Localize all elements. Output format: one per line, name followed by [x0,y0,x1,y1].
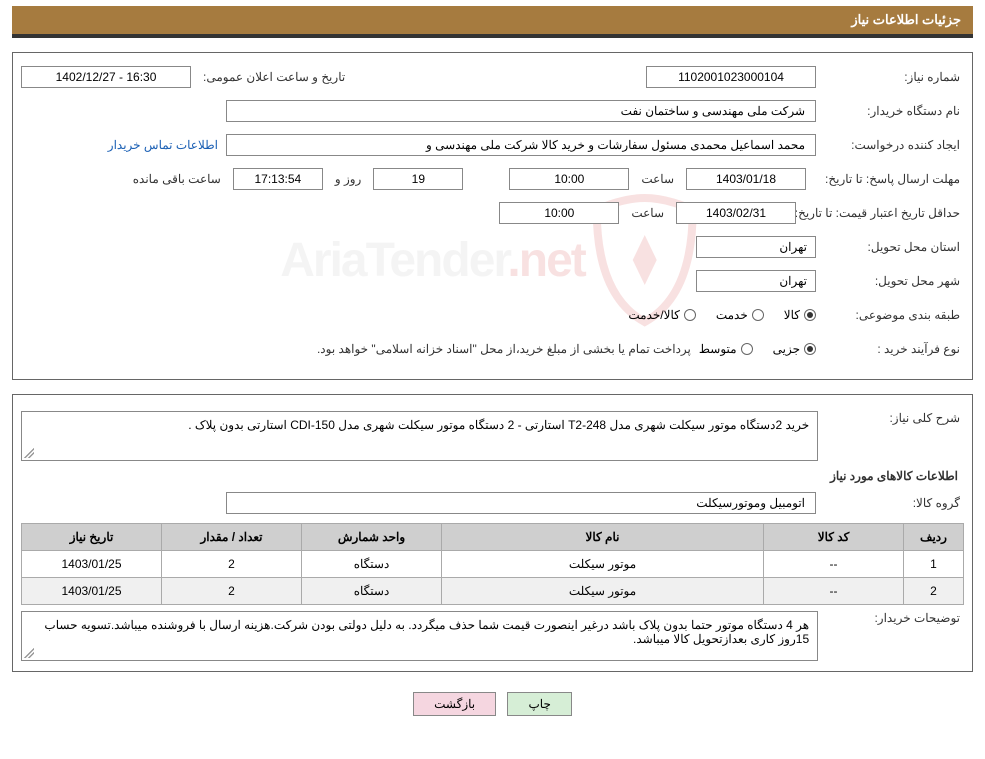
cell-name: موتور سیکلت [442,578,764,605]
delivery-city-label: شهر محل تحویل: [824,274,964,288]
buyer-org-field: شرکت ملی مهندسی و ساختمان نفت [226,100,816,122]
radio-kala[interactable]: کالا [784,308,816,322]
cell-date: 1403/01/25 [22,551,162,578]
summary-label: شرح کلی نیاز: [826,411,964,425]
cell-unit: دستگاه [302,551,442,578]
reply-deadline-date: 1403/01/18 [686,168,806,190]
purchase-note: پرداخت تمام یا بخشی از مبلغ خرید،از محل … [317,342,691,356]
need-section: شرح کلی نیاز: خرید 2دستگاه موتور سیکلت ش… [12,394,973,672]
cell-code: -- [764,578,904,605]
print-button[interactable]: چاپ [507,692,571,716]
buyer-notes-field: هر 4 دستگاه موتور حتما بدون پلاک باشد در… [21,611,818,661]
group-label: گروه کالا: [824,496,964,510]
row-requester: ایجاد کننده درخواست: محمد اسماعیل محمدی … [21,131,964,159]
cell-idx: 1 [904,551,964,578]
announce-field: 16:30 - 1402/12/27 [21,66,191,88]
price-valid-date: 1403/02/31 [676,202,796,224]
th-unit: واحد شمارش [302,524,442,551]
reply-deadline-time: 10:00 [509,168,629,190]
row-reply-deadline: مهلت ارسال پاسخ: تا تاریخ: 1403/01/18 سا… [21,165,964,193]
cell-name: موتور سیکلت [442,551,764,578]
row-summary: شرح کلی نیاز: خرید 2دستگاه موتور سیکلت ش… [21,411,964,461]
radio-dot-icon [804,343,816,355]
th-code: کد کالا [764,524,904,551]
th-qty: تعداد / مقدار [162,524,302,551]
row-delivery-city: شهر محل تحویل: تهران [21,267,964,295]
back-button[interactable]: بازگشت [413,692,496,716]
cell-qty: 2 [162,578,302,605]
price-valid-time: 10:00 [499,202,619,224]
button-bar: چاپ بازگشت [12,692,973,716]
need-no-field: 1102001023000104 [646,66,816,88]
cell-unit: دستگاه [302,578,442,605]
time-label-1: ساعت [637,172,678,186]
row-purchase-type: نوع فرآیند خرید : جزیی متوسط پرداخت تمام… [21,335,964,363]
group-field: اتومبیل وموتورسیکلت [226,492,816,514]
table-header-row: ردیف کد کالا نام کالا واحد شمارش تعداد /… [22,524,964,551]
remaining-label: ساعت باقی مانده [129,172,225,186]
th-row: ردیف [904,524,964,551]
days-remaining-field: 19 [373,168,463,190]
requester-field: محمد اسماعیل محمدی مسئول سفارشات و خرید … [226,134,816,156]
radio-dot-icon [741,343,753,355]
purchase-type-radios: جزیی متوسط [699,342,816,356]
price-valid-label: حداقل تاریخ اعتبار قیمت: تا تاریخ: [804,206,964,220]
th-date: تاریخ نیاز [22,524,162,551]
requester-label: ایجاد کننده درخواست: [824,138,964,152]
items-heading: اطلاعات کالاهای مورد نیاز [21,469,964,483]
row-delivery-province: استان محل تحویل: تهران [21,233,964,261]
radio-dot-icon [752,309,764,321]
cell-qty: 2 [162,551,302,578]
time-remaining-field: 17:13:54 [233,168,323,190]
radio-motavaset[interactable]: متوسط [699,342,753,356]
radio-jozi[interactable]: جزیی [773,342,816,356]
summary-field: خرید 2دستگاه موتور سیکلت شهری مدل 248-T2… [21,411,818,461]
radio-dot-icon [804,309,816,321]
subject-class-radios: کالا خدمت کالا/خدمت [628,308,816,322]
th-name: نام کالا [442,524,764,551]
buyer-notes-label: توضیحات خریدار: [826,611,964,625]
cell-idx: 2 [904,578,964,605]
time-label-2: ساعت [627,206,668,220]
row-subject-class: طبقه بندی موضوعی: کالا خدمت کالا/خدمت [21,301,964,329]
radio-kala-khadamat[interactable]: کالا/خدمت [628,308,695,322]
days-and-label: روز و [331,172,366,186]
row-price-valid: حداقل تاریخ اعتبار قیمت: تا تاریخ: 1403/… [21,199,964,227]
reply-deadline-label: مهلت ارسال پاسخ: تا تاریخ: [814,172,964,186]
announce-label: تاریخ و ساعت اعلان عمومی: [199,70,349,84]
row-buyer-notes: توضیحات خریدار: هر 4 دستگاه موتور حتما ب… [21,611,964,661]
radio-dot-icon [684,309,696,321]
row-need-no: شماره نیاز: 1102001023000104 تاریخ و ساع… [21,63,964,91]
need-no-label: شماره نیاز: [824,70,964,84]
buyer-org-label: نام دستگاه خریدار: [824,104,964,118]
purchase-type-label: نوع فرآیند خرید : [824,342,964,356]
subject-class-label: طبقه بندی موضوعی: [824,308,964,322]
cell-code: -- [764,551,904,578]
buyer-contact-link[interactable]: اطلاعات تماس خریدار [108,138,218,152]
delivery-city-field: تهران [696,270,816,292]
row-group: گروه کالا: اتومبیل وموتورسیکلت [21,489,964,517]
cell-date: 1403/01/25 [22,578,162,605]
table-row: 2 -- موتور سیکلت دستگاه 2 1403/01/25 [22,578,964,605]
delivery-province-field: تهران [696,236,816,258]
info-section: شماره نیاز: 1102001023000104 تاریخ و ساع… [12,52,973,380]
table-row: 1 -- موتور سیکلت دستگاه 2 1403/01/25 [22,551,964,578]
page-container: جزئیات اطلاعات نیاز شماره نیاز: 11020010… [0,0,985,722]
delivery-province-label: استان محل تحویل: [824,240,964,254]
radio-khadamat[interactable]: خدمت [716,308,764,322]
page-title: جزئیات اطلاعات نیاز [12,6,973,38]
row-buyer-org: نام دستگاه خریدار: شرکت ملی مهندسی و ساخ… [21,97,964,125]
items-table: ردیف کد کالا نام کالا واحد شمارش تعداد /… [21,523,964,605]
